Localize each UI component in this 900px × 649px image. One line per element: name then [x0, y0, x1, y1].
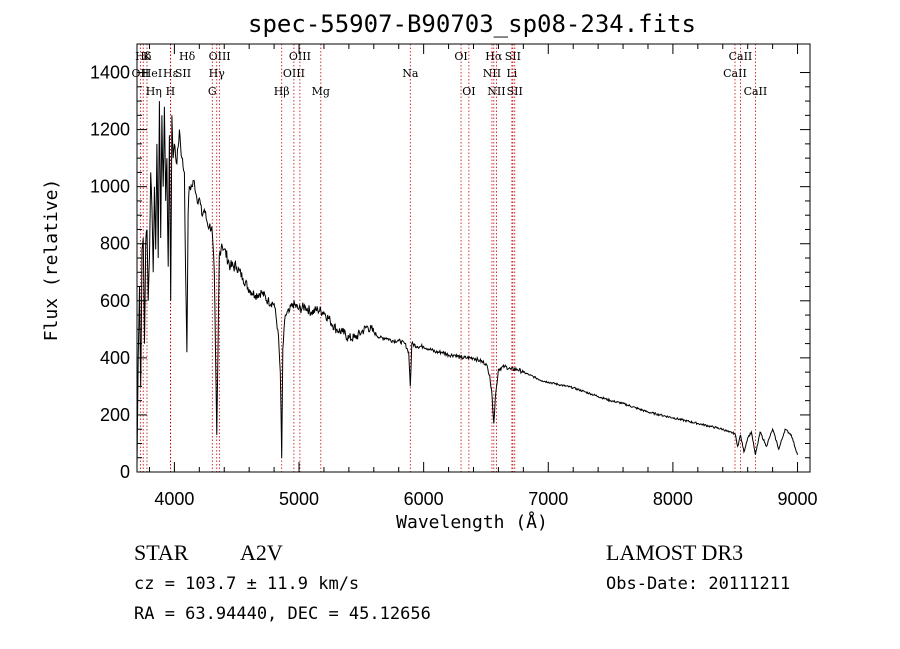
line-marker-label: K [143, 50, 152, 63]
x-tick-label: 7000 [528, 489, 568, 509]
line-marker-label: OIII [209, 50, 231, 63]
x-tick-label: 4000 [154, 489, 194, 509]
plot-frame [136, 43, 811, 473]
line-marker-label: Mg [312, 85, 330, 98]
y-tick-label: 1400 [90, 63, 130, 83]
y-tick-label: 1200 [90, 120, 130, 140]
line-marker-label: Hγ [209, 67, 226, 80]
line-marker-label: SII [505, 50, 521, 63]
line-marker-label: Hη [146, 85, 162, 98]
line-marker-label: CaII [744, 85, 768, 98]
line-marker-label: OII [132, 67, 150, 80]
line-marker-label: OI [454, 50, 467, 63]
x-tick-label: 6000 [404, 489, 444, 509]
axis-ticks: 4000 5000 6000 7000 8000 9000 0 200 400 600 800 100… [90, 44, 818, 509]
line-marker-label: CaII [729, 50, 753, 63]
redshift-cz: cz = 103.7 ± 11.9 km/s [134, 574, 360, 594]
chart-title: spec-55907-B90703_sp08-234.fits [248, 10, 696, 38]
observation-date: Obs-Date: 20111211 [606, 574, 791, 594]
object-subclass: A2V [240, 540, 283, 565]
line-marker-label: OIII [283, 67, 305, 80]
y-tick-label: 400 [100, 348, 130, 368]
ra-dec-coords: RA = 63.94440, DEC = 45.12656 [134, 604, 431, 624]
line-marker-label: Na [402, 67, 419, 80]
line-marker-label: H [166, 85, 176, 98]
x-tick-label: 9000 [778, 489, 818, 509]
line-marker-label: Li [506, 67, 517, 80]
x-tick-label: 8000 [653, 489, 693, 509]
y-axis-label: Flux (relative) [41, 179, 62, 342]
line-marker-label: OIII [289, 50, 311, 63]
y-tick-label: 0 [120, 462, 130, 482]
y-tick-label: 1000 [90, 177, 130, 197]
line-marker-label: Hδ [135, 50, 152, 63]
object-type: STAR [134, 540, 189, 565]
line-marker-label: Hδ [179, 50, 196, 63]
line-marker-label: NII [487, 85, 505, 98]
line-marker-label: SII [507, 85, 523, 98]
flux-series-line [136, 101, 798, 467]
line-marker-label: HeI [142, 67, 162, 80]
line-marker-label: Hβ [274, 85, 290, 98]
y-tick-label: 200 [100, 405, 130, 425]
line-marker-label: Hα [485, 50, 503, 63]
y-tick-label: 600 [100, 291, 130, 311]
x-axis-label: Wavelength (Å) [396, 511, 548, 533]
line-marker-label: CaII [723, 67, 747, 80]
line-marker-label: OI [462, 85, 475, 98]
line-marker-label: G [208, 85, 217, 98]
line-marker-label: SII [175, 67, 191, 80]
line-marker-label: NII [483, 67, 501, 80]
survey-name: LAMOST DR3 [606, 540, 744, 565]
y-tick-label: 800 [100, 234, 130, 254]
x-tick-label: 5000 [279, 489, 319, 509]
